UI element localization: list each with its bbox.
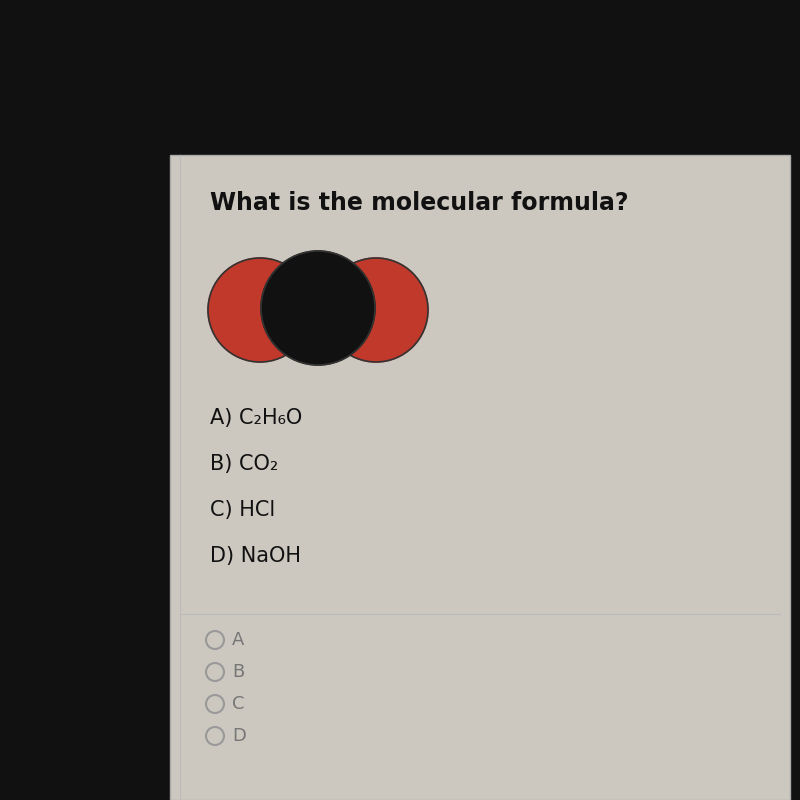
Circle shape bbox=[324, 258, 428, 362]
Text: What is the molecular formula?: What is the molecular formula? bbox=[210, 191, 629, 215]
Text: C: C bbox=[232, 695, 245, 713]
Circle shape bbox=[261, 251, 375, 365]
Text: C) HCl: C) HCl bbox=[210, 500, 275, 520]
Text: D) NaOH: D) NaOH bbox=[210, 546, 301, 566]
Text: D: D bbox=[232, 727, 246, 745]
Text: B) CO₂: B) CO₂ bbox=[210, 454, 278, 474]
Circle shape bbox=[208, 258, 312, 362]
Text: B: B bbox=[232, 663, 244, 681]
Text: A) C₂H₆O: A) C₂H₆O bbox=[210, 408, 302, 428]
Bar bbox=[170, 155, 790, 800]
Text: A: A bbox=[232, 631, 244, 649]
